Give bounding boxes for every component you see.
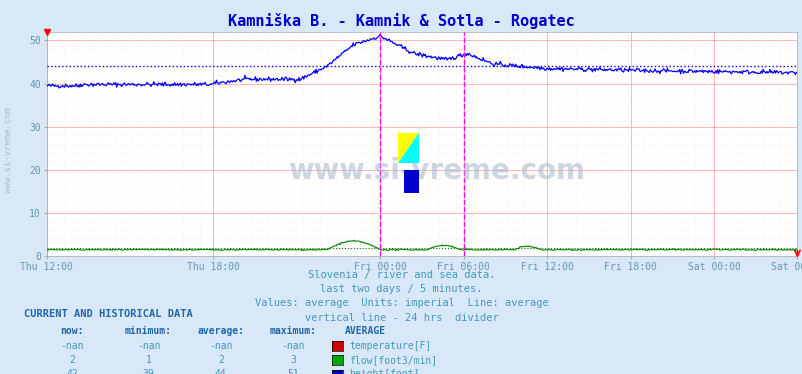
Text: vertical line - 24 hrs  divider: vertical line - 24 hrs divider: [304, 313, 498, 322]
Text: -nan: -nan: [209, 341, 233, 351]
Text: 1: 1: [145, 355, 152, 365]
Text: CURRENT AND HISTORICAL DATA: CURRENT AND HISTORICAL DATA: [24, 309, 192, 319]
Polygon shape: [398, 133, 419, 163]
Text: 3: 3: [290, 355, 296, 365]
Text: 51: 51: [287, 370, 298, 374]
Text: temperature[F]: temperature[F]: [349, 341, 431, 351]
Text: -nan: -nan: [60, 341, 84, 351]
Polygon shape: [403, 170, 419, 193]
Text: last two days / 5 minutes.: last two days / 5 minutes.: [320, 284, 482, 294]
Text: 2: 2: [69, 355, 75, 365]
Text: AVERAGE: AVERAGE: [344, 326, 386, 336]
Text: -nan: -nan: [136, 341, 160, 351]
Text: www.si-vreme.com: www.si-vreme.com: [3, 107, 13, 193]
Text: minimum:: minimum:: [125, 326, 172, 336]
Text: Values: average  Units: imperial  Line: average: Values: average Units: imperial Line: av…: [254, 298, 548, 308]
Text: now:: now:: [60, 326, 84, 336]
Text: Slovenia / river and sea data.: Slovenia / river and sea data.: [307, 270, 495, 280]
Text: maximum:: maximum:: [269, 326, 316, 336]
Text: 39: 39: [143, 370, 154, 374]
Text: 42: 42: [67, 370, 78, 374]
Polygon shape: [398, 133, 419, 163]
Text: www.si-vreme.com: www.si-vreme.com: [288, 157, 585, 185]
Text: height[foot]: height[foot]: [349, 370, 419, 374]
Text: Kamniška B. - Kamnik & Sotla - Rogatec: Kamniška B. - Kamnik & Sotla - Rogatec: [228, 13, 574, 29]
Text: average:: average:: [197, 326, 244, 336]
Text: -nan: -nan: [281, 341, 305, 351]
Text: flow[foot3/min]: flow[foot3/min]: [349, 355, 437, 365]
Text: 2: 2: [217, 355, 224, 365]
Text: 44: 44: [215, 370, 226, 374]
